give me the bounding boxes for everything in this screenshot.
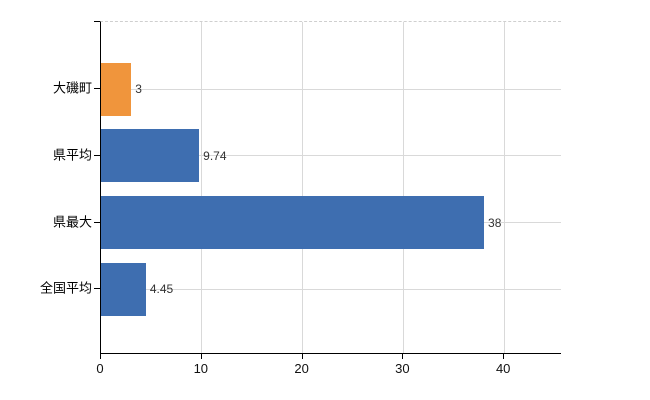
x-axis-tick (200, 353, 202, 359)
x-tick-label: 20 (294, 361, 309, 376)
gridline-horizontal (101, 88, 561, 90)
bar-value-label: 4.45 (149, 282, 174, 297)
y-axis-top-tick (94, 21, 100, 22)
x-axis-tick (100, 353, 101, 359)
x-axis-tick (503, 353, 505, 359)
bar-highlight (101, 62, 132, 116)
bar-series (101, 196, 485, 250)
x-axis-tick (402, 353, 404, 359)
y-axis-tick (94, 221, 100, 223)
category-label: 県最大 (52, 214, 92, 230)
bar-series (101, 129, 200, 183)
category-label: 県平均 (52, 147, 92, 163)
bar-series (101, 262, 146, 316)
category-label: 全国平均 (39, 280, 92, 296)
x-tick-label: 0 (96, 361, 104, 376)
bar-value-label: 3 (135, 82, 142, 96)
gridline-vertical (201, 22, 203, 353)
y-axis-tick (94, 154, 100, 156)
gridline-vertical (402, 22, 404, 353)
category-label: 大磯町 (52, 80, 92, 96)
gridline-vertical (302, 22, 304, 353)
gridline-horizontal (101, 288, 561, 290)
gridline-vertical (503, 22, 505, 353)
x-tick-label: 30 (395, 361, 410, 376)
gridline-horizontal (101, 155, 561, 157)
y-axis-tick (94, 88, 100, 89)
y-axis-tick (94, 288, 100, 290)
x-tick-label: 40 (495, 361, 511, 376)
bar-value-label: 38 (488, 215, 502, 230)
x-axis-tick (301, 353, 303, 359)
plot-area: 3 9.74 38 4.45 (100, 21, 561, 354)
bar-value-label: 9.74 (203, 148, 227, 163)
x-tick-label: 10 (193, 361, 209, 376)
